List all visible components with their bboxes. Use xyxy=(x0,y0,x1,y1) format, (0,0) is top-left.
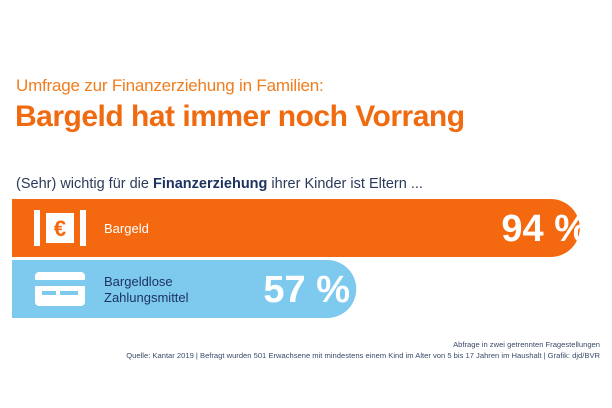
bar-2 xyxy=(12,260,357,318)
bar-1 xyxy=(12,199,580,257)
card-icon xyxy=(35,272,85,306)
euro-banknote-icon: € xyxy=(34,210,86,246)
category-label-1: Bargeld xyxy=(104,221,149,236)
footer-note: Abfrage in zwei getrennten Fragestellung… xyxy=(453,340,600,349)
footer-source: Quelle: Kantar 2019 | Befragt wurden 501… xyxy=(126,351,600,360)
intro-after: ihrer Kinder ist Eltern ... xyxy=(267,176,423,192)
category-label-2: Bargeldlose Zahlungsmittel xyxy=(104,274,189,305)
intro-before: (Sehr) wichtig für die xyxy=(16,176,153,192)
chart-title: Bargeld hat immer noch Vorrang xyxy=(15,100,465,133)
svg-text:€: € xyxy=(54,216,66,241)
intro-bold: Finanzerziehung xyxy=(153,176,268,192)
value-label-1: 94 % xyxy=(501,208,588,250)
value-label-2: 57 % xyxy=(263,269,350,311)
intro-text: (Sehr) wichtig für die Finanzerziehung i… xyxy=(16,176,423,192)
chart-subtitle: Umfrage zur Finanzerziehung in Familien: xyxy=(16,76,324,95)
